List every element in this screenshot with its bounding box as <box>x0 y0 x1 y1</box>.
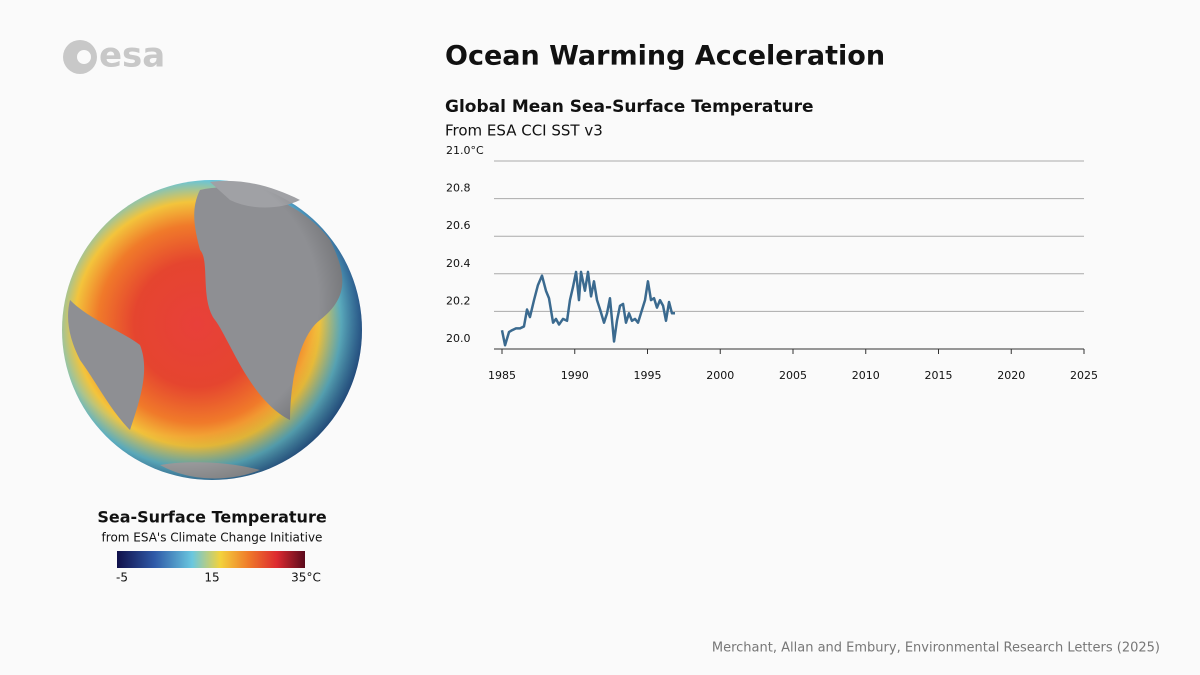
credit: Merchant, Allan and Embury, Environmenta… <box>712 641 1160 656</box>
x-tick-label: 1995 <box>634 369 662 382</box>
x-tick-label: 2000 <box>706 369 734 382</box>
logo: esa <box>63 36 165 76</box>
x-tick-label: 2025 <box>1070 369 1098 382</box>
logo-text: esa <box>99 36 165 76</box>
page-title: Ocean Warming Acceleration <box>445 41 885 72</box>
y-tick-label: 20.0 <box>446 332 471 345</box>
y-tick-label: 20.4 <box>446 257 471 270</box>
x-tick-label: 2020 <box>997 369 1025 382</box>
x-tick-label: 2015 <box>925 369 953 382</box>
colorbar-label: 15 <box>204 571 219 585</box>
colorbar <box>117 551 305 568</box>
y-tick-label: 21.0°C <box>446 144 484 157</box>
globe <box>62 180 362 480</box>
plot: 20.0 20.2 20.4 20.6 20.8 21.0°C 1985 1990 1995 20… <box>446 144 1098 382</box>
x-tick-label: 2010 <box>852 369 880 382</box>
chart-subtitle: From ESA CCI SST v3 <box>445 122 603 140</box>
legend-title: Sea-Surface Temperature <box>97 508 327 527</box>
y-tick-label: 20.8 <box>446 182 471 195</box>
x-tick-label: 2005 <box>779 369 807 382</box>
y-tick-label: 20.6 <box>446 219 471 232</box>
y-tick-label: 20.2 <box>446 294 471 307</box>
colorbar-label: -5 <box>116 571 128 585</box>
chart-title: Global Mean Sea-Surface Temperature <box>445 97 814 117</box>
x-tick-label: 1985 <box>488 369 516 382</box>
line <box>500 270 675 347</box>
legend-subtitle: from ESA's Climate Change Initiative <box>102 531 323 545</box>
colorbar-label: 35°C <box>291 571 321 585</box>
x-tick-label: 1990 <box>561 369 589 382</box>
